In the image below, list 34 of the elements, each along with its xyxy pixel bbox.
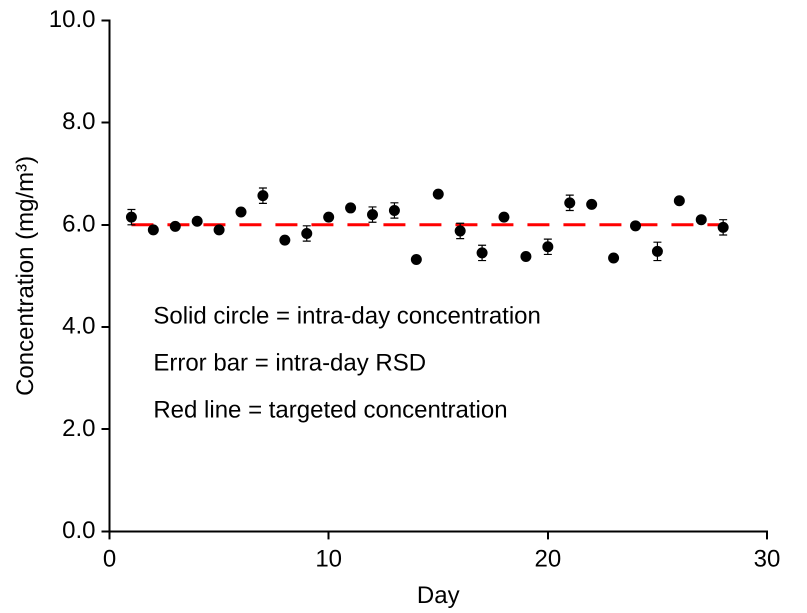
point (279, 234, 290, 246)
x-tick-label: 0 (102, 545, 116, 572)
y-tick-label: 0.0 (62, 517, 96, 544)
point (608, 252, 620, 264)
point (214, 224, 225, 236)
point (170, 220, 181, 232)
x-tick-label: 10 (315, 545, 342, 572)
point (410, 254, 422, 266)
annotation: Error bar = intra-day RSD (153, 350, 426, 377)
y-tick-label: 10.0 (48, 6, 96, 34)
point (498, 212, 510, 223)
point (148, 224, 159, 236)
point (432, 188, 444, 200)
point (630, 220, 641, 232)
x-tick-label: 30 (754, 545, 780, 572)
point (388, 204, 400, 216)
point (236, 206, 247, 218)
y-tick-label: 4.0 (62, 312, 96, 340)
x-tick-label: 20 (534, 545, 562, 572)
annotation: Solid circle = intra-day concentration (153, 302, 541, 330)
point (696, 214, 707, 226)
y-tick-label: 2.0 (62, 414, 96, 442)
point (323, 212, 334, 223)
annotation: Red line = targeted concentration (153, 396, 508, 424)
point (586, 198, 598, 210)
y-tick-label: 6.0 (62, 210, 96, 238)
y-axis-title: Concentration (mg/m³) (12, 156, 40, 396)
x-axis-title: Day (416, 582, 460, 610)
point (674, 195, 685, 206)
point (520, 250, 532, 262)
point (345, 202, 356, 214)
point (367, 209, 378, 220)
y-tick-label: 8.0 (62, 108, 96, 136)
point (192, 216, 203, 227)
